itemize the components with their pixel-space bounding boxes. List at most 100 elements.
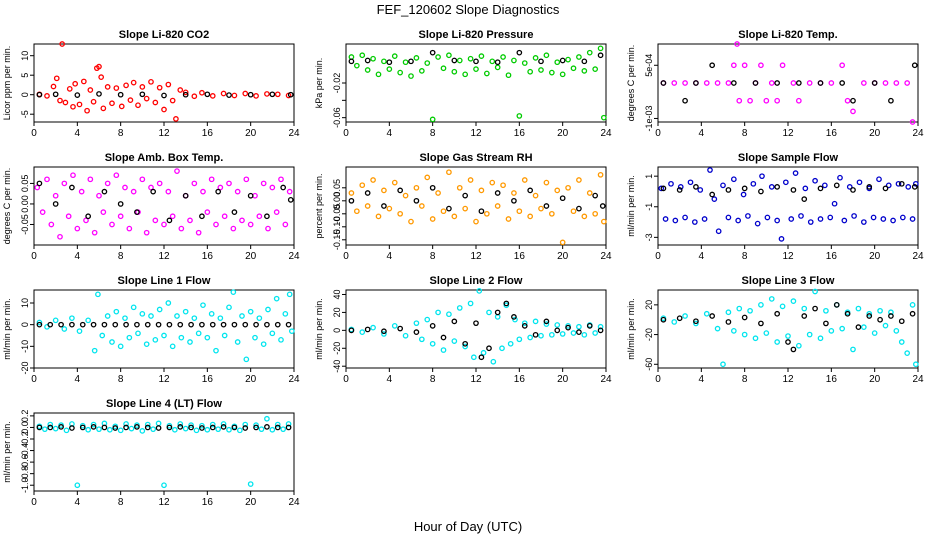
data-point [676, 187, 683, 193]
data-point [730, 328, 737, 334]
data-point [264, 321, 270, 328]
x-tick-label: 20 [557, 128, 569, 139]
data-point [70, 172, 76, 179]
x-tick-label: 24 [912, 251, 924, 262]
data-point [565, 184, 571, 191]
x-tick-label: 4 [75, 251, 81, 262]
series-reference [348, 184, 606, 215]
series-slope [34, 168, 293, 240]
x-tick-label: 0 [655, 128, 661, 139]
data-point [69, 425, 75, 431]
data-point [169, 213, 176, 220]
data-point [253, 424, 259, 431]
data-point [707, 167, 713, 173]
data-point [538, 58, 544, 65]
data-point [429, 216, 436, 222]
data-point [581, 331, 588, 338]
data-point [543, 321, 550, 327]
data-point [74, 92, 81, 98]
data-point [790, 80, 797, 86]
data-point [532, 331, 539, 338]
data-point [188, 424, 194, 431]
data-point [527, 334, 534, 341]
data-point [236, 427, 243, 434]
data-point [221, 332, 228, 339]
data-point [62, 99, 69, 106]
data-point [462, 343, 469, 350]
data-point [473, 58, 479, 65]
data-point [592, 192, 599, 199]
data-point [521, 320, 528, 327]
data-point [774, 184, 781, 190]
data-point [156, 306, 163, 313]
data-point [90, 421, 97, 428]
data-point [213, 347, 219, 354]
data-point [850, 108, 856, 115]
data-point [78, 188, 85, 195]
data-point [750, 180, 757, 187]
x-tick-label: 24 [600, 374, 612, 385]
data-point [532, 55, 539, 61]
data-point [693, 80, 699, 86]
panel-title: Slope Amb. Box Temp. [105, 152, 224, 164]
panel-title: Slope Li-820 CO2 [119, 29, 209, 41]
y-tick-label: -40 [332, 360, 342, 373]
data-point [83, 217, 89, 224]
data-point [79, 424, 86, 431]
data-point [57, 233, 63, 240]
data-point [758, 320, 764, 327]
y-tick-label: 5e-04 [644, 54, 654, 77]
data-point [242, 90, 249, 97]
data-point [84, 107, 90, 114]
data-point [893, 328, 900, 334]
data-point [730, 62, 737, 69]
series-reference [36, 180, 294, 224]
data-point [736, 97, 743, 104]
series-reference [660, 180, 918, 202]
data-point [247, 221, 254, 228]
data-point [152, 336, 159, 343]
y-tick-label: 1 [644, 174, 654, 179]
data-point [278, 176, 284, 183]
data-point [554, 327, 561, 334]
data-point [470, 354, 477, 361]
data-point [828, 80, 835, 86]
data-point [96, 63, 102, 70]
data-point [429, 323, 436, 329]
data-point [193, 427, 200, 434]
x-tick-label: 4 [75, 497, 81, 508]
data-point [402, 59, 409, 66]
data-point [397, 210, 404, 217]
data-point [473, 218, 479, 225]
data-point [790, 346, 797, 353]
x-tick-label: 20 [557, 251, 569, 262]
data-point [774, 97, 781, 104]
data-point [130, 188, 137, 195]
x-tick-label: 4 [75, 374, 81, 385]
data-point [839, 62, 846, 69]
data-point [204, 209, 211, 216]
data-point [101, 321, 108, 328]
data-point [397, 325, 404, 332]
data-point [478, 53, 485, 59]
data-point [662, 216, 669, 222]
data-point [221, 213, 228, 220]
data-point [714, 80, 721, 86]
data-point [795, 97, 802, 104]
data-point [144, 321, 151, 328]
data-point [85, 426, 92, 433]
data-point [440, 334, 447, 341]
data-point [543, 203, 550, 209]
y-axis-label: percent per min. [314, 173, 324, 238]
data-point [195, 330, 202, 337]
panel-title: Slope Li-820 Pressure [419, 29, 534, 41]
data-point [871, 330, 878, 336]
data-point [36, 424, 43, 431]
data-point [671, 319, 678, 325]
data-point [693, 320, 699, 327]
data-point [576, 54, 582, 60]
data-point [52, 192, 59, 199]
data-point [152, 99, 159, 106]
data-point [418, 68, 425, 74]
data-point [134, 209, 140, 216]
